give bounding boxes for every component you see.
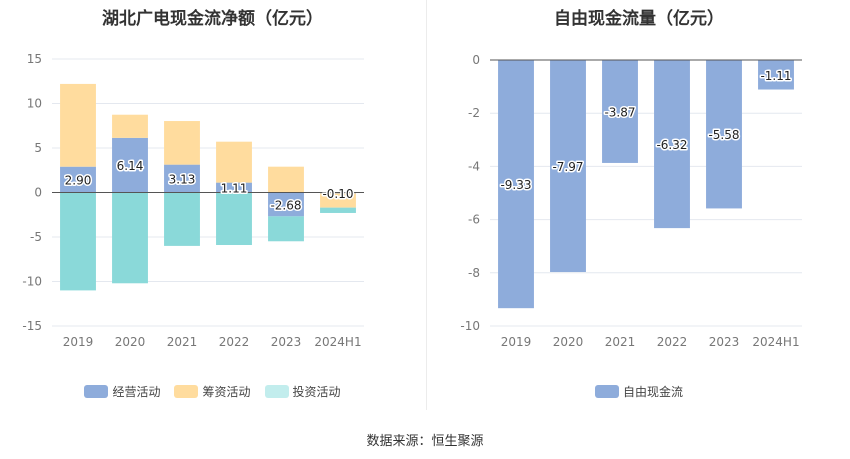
left-bar-operating — [216, 182, 252, 193]
right-data-label: -5.58 — [708, 128, 739, 142]
legend-label-investing: 投资活动 — [292, 385, 341, 399]
right-bar-fcf — [602, 60, 638, 163]
legend-label-operating: 经营活动 — [112, 385, 161, 399]
left-bar-financing — [112, 114, 148, 138]
left-bar-investing — [268, 216, 304, 242]
left-bar-financing — [60, 83, 96, 167]
left-bar-investing — [60, 192, 96, 291]
right-chart-panel: 自由现金流量（亿元） 0 -2 -4 -6 -8 -10 2019 2020 2021 2022 2… — [428, 0, 850, 410]
right-x-tick-label: 2021 — [605, 335, 636, 349]
right-bar-fcf — [758, 60, 794, 90]
left-x-tick-label: 2020 — [115, 335, 146, 349]
left-x-tick-label: 2023 — [271, 335, 302, 349]
left-x-tick-label: 2024H1 — [314, 335, 361, 349]
legend-label-fcf: 自由现金流 — [622, 385, 683, 399]
left-y-tick-label: 0 — [34, 186, 42, 200]
legend-swatch-fcf — [594, 385, 619, 398]
left-y-tick-label: 15 — [27, 52, 42, 66]
left-y-tick-label: -5 — [30, 230, 42, 244]
legend-item-operating[interactable]: 经营活动 — [84, 383, 160, 400]
right-x-tick-label: 2022 — [657, 335, 688, 349]
legend-label-financing: 筹资活动 — [202, 385, 251, 399]
legend-swatch-investing — [264, 385, 289, 398]
right-data-label: -7.97 — [552, 160, 583, 174]
left-data-label: -2.68 — [270, 198, 301, 212]
data-source-note: 数据来源：恒生聚源 — [366, 434, 484, 449]
right-y-tick-label: -6 — [468, 213, 480, 227]
panel-divider — [426, 0, 427, 410]
left-bar-financing — [164, 121, 200, 165]
left-chart-panel: 湖北广电现金流净额（亿元） 15 10 5 0 -5 -10 -15 2019 2020 2021… — [0, 0, 425, 410]
left-y-tick-label: -15 — [22, 319, 42, 333]
left-chart-legend: 经营活动 筹资活动 投资活动 — [0, 383, 425, 400]
right-bar-fcf — [654, 60, 690, 229]
left-bar-financing — [268, 166, 304, 193]
right-data-label: -6.32 — [656, 138, 687, 152]
legend-swatch-operating — [84, 385, 109, 398]
left-bar-operating — [268, 192, 304, 217]
right-x-tick-label: 2023 — [709, 335, 740, 349]
legend-item-investing[interactable]: 投资活动 — [264, 383, 341, 400]
right-chart-plot: 0 -2 -4 -6 -8 -10 2019 2020 2021 2022 2023 2024H1 -9… — [460, 53, 802, 349]
right-data-label: -1.11 — [760, 69, 791, 83]
left-data-label: -0.10 — [322, 187, 353, 201]
right-bar-fcf — [706, 60, 742, 209]
left-data-label: 2.90 — [65, 174, 92, 188]
right-y-tick-label: -8 — [468, 266, 480, 280]
left-bar-investing — [216, 192, 252, 246]
left-bar-financing — [320, 193, 356, 208]
left-chart-title: 湖北广电现金流净额（亿元） — [102, 9, 323, 29]
right-data-label: -3.87 — [604, 105, 635, 119]
right-y-tick-label: 0 — [472, 53, 480, 67]
right-y-tick-label: -10 — [460, 319, 480, 333]
right-x-tick-label: 2024H1 — [752, 335, 799, 349]
left-x-tick-label: 2019 — [63, 335, 94, 349]
left-chart-plot: 15 10 5 0 -5 -10 -15 2019 2020 2021 2022 2023 2024H1… — [22, 52, 364, 349]
right-chart-legend: 自由现金流 — [428, 383, 850, 400]
left-bar-investing — [164, 192, 200, 246]
legend-item-financing[interactable]: 筹资活动 — [174, 383, 251, 400]
left-data-label: 6.14 — [117, 159, 144, 173]
right-x-tick-label: 2020 — [553, 335, 584, 349]
right-x-tick-label: 2019 — [501, 335, 532, 349]
left-bar-operating — [112, 137, 148, 193]
left-x-tick-label: 2022 — [219, 335, 250, 349]
right-y-tick-label: -2 — [468, 106, 480, 120]
right-chart-title: 自由现金流量（亿元） — [554, 9, 724, 29]
left-y-tick-label: -10 — [22, 275, 42, 289]
left-bar-operating — [60, 166, 96, 193]
left-bar-operating — [164, 164, 200, 193]
left-x-tick-label: 2021 — [167, 335, 198, 349]
right-y-tick-label: -4 — [468, 159, 480, 173]
left-data-label: 3.13 — [169, 173, 196, 187]
right-bar-fcf — [550, 60, 586, 273]
left-bar-financing — [216, 141, 252, 183]
left-bar-investing — [112, 192, 148, 284]
legend-swatch-financing — [174, 385, 199, 398]
right-data-label: -9.33 — [500, 178, 531, 192]
right-bar-fcf — [498, 60, 534, 309]
left-bar-investing — [320, 207, 356, 213]
left-y-tick-label: 10 — [27, 97, 42, 111]
left-y-tick-label: 5 — [34, 141, 42, 155]
legend-item-fcf[interactable]: 自由现金流 — [594, 383, 683, 400]
left-data-label: 1.11 — [221, 182, 248, 196]
